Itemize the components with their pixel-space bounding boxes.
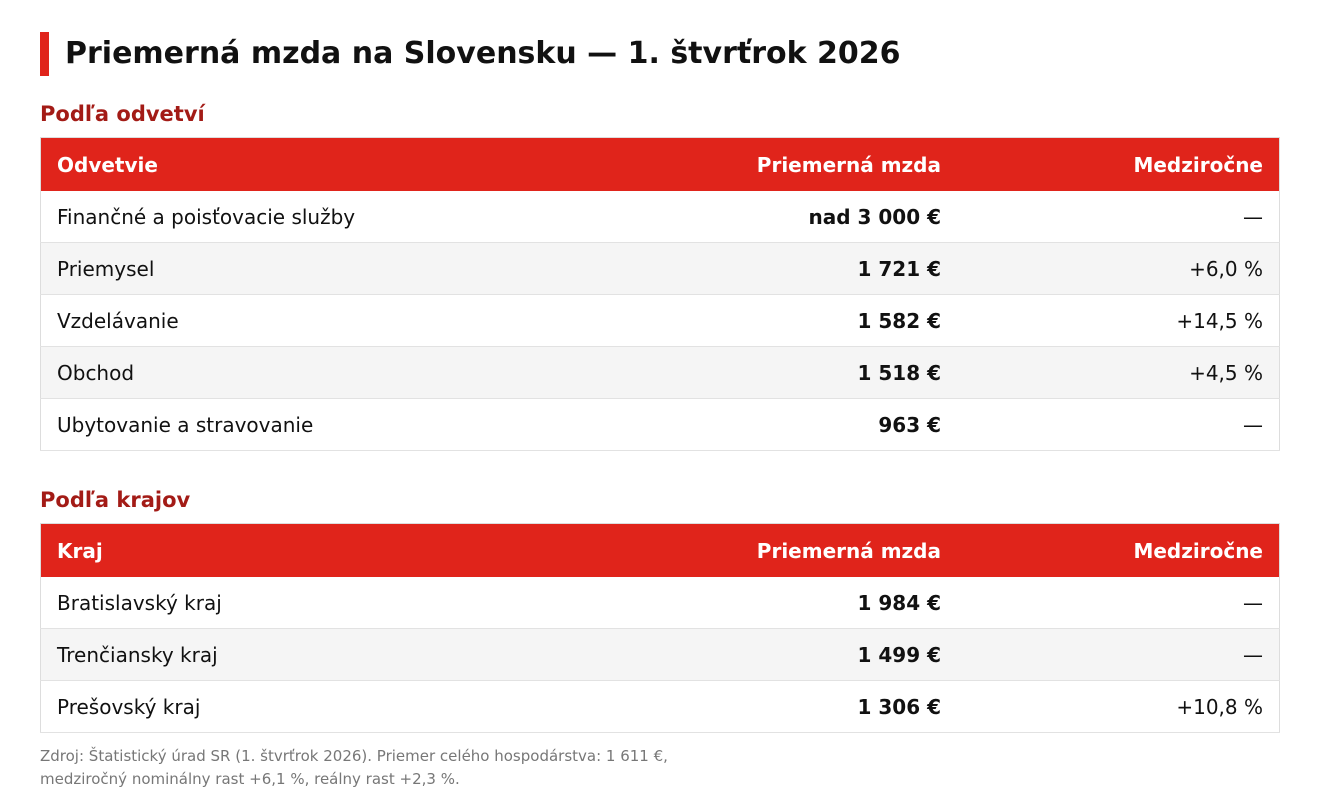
table-cell: Ubytovanie a stravovanie xyxy=(40,398,545,451)
table-cell: — xyxy=(957,191,1280,243)
table-cell: Vzdelávanie xyxy=(40,294,545,347)
table-row: Finančné a poisťovacie služby nad 3 000 €… xyxy=(40,191,1280,243)
table-row: Prešovský kraj 1 306 € +10,8 % xyxy=(40,680,1280,733)
table-cell: — xyxy=(957,398,1280,451)
section: Podľa krajov Kraj Priemerná mzda Medziročne… xyxy=(40,487,1280,733)
table-cell: Trenčiansky kraj xyxy=(40,628,545,681)
table-cell: Bratislavský kraj xyxy=(40,577,545,629)
table-row: Priemysel 1 721 € +6,0 % xyxy=(40,242,1280,295)
table-cell: 1 984 € xyxy=(545,577,957,629)
table-cell: — xyxy=(957,577,1280,629)
table-cell: +4,5 % xyxy=(957,346,1280,399)
table-cell: 1 518 € xyxy=(545,346,957,399)
table-row: Vzdelávanie 1 582 € +14,5 % xyxy=(40,294,1280,347)
data-table: Kraj Priemerná mzda Medziročne Bratislavský… xyxy=(40,523,1280,733)
table-head: Odvetvie Priemerná mzda Medziročne xyxy=(40,137,1280,191)
table-body: Finančné a poisťovacie služby nad 3 000 €… xyxy=(40,191,1280,451)
section: Podľa odvetví Odvetvie Priemerná mzda Medzi… xyxy=(40,101,1280,451)
column-header: Medziročne xyxy=(957,137,1280,191)
section-heading: Podľa krajov xyxy=(40,488,191,512)
table-row: Obchod 1 518 € +4,5 % xyxy=(40,346,1280,399)
column-header: Medziročne xyxy=(957,523,1280,577)
table-cell: Finančné a poisťovacie služby xyxy=(40,191,545,243)
column-header: Kraj xyxy=(40,523,545,577)
table-body: Bratislavský kraj 1 984 € — Trenčiansky kra… xyxy=(40,577,1280,733)
table-cell: 1 582 € xyxy=(545,294,957,347)
table-cell: Obchod xyxy=(40,346,545,399)
table-cell: 1 499 € xyxy=(545,628,957,681)
table-cell: — xyxy=(957,628,1280,681)
column-header: Priemerná mzda xyxy=(545,137,957,191)
table-row: Bratislavský kraj 1 984 € — xyxy=(40,577,1280,629)
data-table: Odvetvie Priemerná mzda Medziročne Finančné… xyxy=(40,137,1280,451)
table-cell: +6,0 % xyxy=(957,242,1280,295)
column-header: Priemerná mzda xyxy=(545,523,957,577)
table-cell: +10,8 % xyxy=(957,680,1280,733)
footnote: Zdroj: Štatistický úrad SR (1. štvrťrok … xyxy=(40,747,668,788)
table-row: Ubytovanie a stravovanie 963 € — xyxy=(40,398,1280,451)
column-header: Odvetvie xyxy=(40,137,545,191)
table-cell: 1 721 € xyxy=(545,242,957,295)
header-row: Odvetvie Priemerná mzda Medziročne xyxy=(40,137,1280,191)
table-cell: nad 3 000 € xyxy=(545,191,957,243)
table-cell: +14,5 % xyxy=(957,294,1280,347)
page-title: Priemerná mzda na Slovensku — 1. štvrťro… xyxy=(40,32,901,76)
table-row: Trenčiansky kraj 1 499 € — xyxy=(40,628,1280,681)
table-cell: 963 € xyxy=(545,398,957,451)
section-heading: Podľa odvetví xyxy=(40,102,205,126)
table-cell: Priemysel xyxy=(40,242,545,295)
header-row: Kraj Priemerná mzda Medziročne xyxy=(40,523,1280,577)
table-head: Kraj Priemerná mzda Medziročne xyxy=(40,523,1280,577)
table-cell: Prešovský kraj xyxy=(40,680,545,733)
table-cell: 1 306 € xyxy=(545,680,957,733)
